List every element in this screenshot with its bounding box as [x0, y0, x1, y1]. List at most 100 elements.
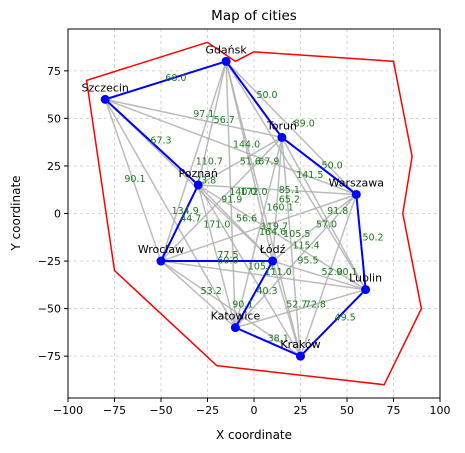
edge-line: [272, 193, 357, 262]
route-segment: [104, 98, 199, 186]
city-marker: [268, 256, 278, 266]
city-name-label: Katowice: [211, 310, 261, 323]
edge-line: [197, 184, 237, 328]
edge-distance-label: 73.8: [195, 176, 216, 187]
city-name-label: Łódź: [259, 243, 286, 256]
edge-distance-label: 164.6: [259, 227, 286, 238]
edge-line: [272, 260, 366, 291]
edge-distance-label: 90.1: [336, 267, 357, 278]
edge-line: [299, 194, 358, 357]
edge-distance-label: 40.3: [256, 286, 277, 297]
city-name-label: Wrocław: [138, 243, 184, 256]
edge-line: [225, 61, 302, 357]
edge-distance-label: 141.5: [296, 170, 323, 181]
edge-distance-label: 119.7: [261, 221, 288, 232]
city-name-label: Kraków: [280, 338, 320, 351]
x-tick-label: −100: [53, 404, 83, 417]
x-tick-label: −25: [196, 404, 219, 417]
x-tick-label: 0: [251, 404, 258, 417]
y-axis-label: Y coordinate: [9, 175, 23, 251]
edge-distance-label: 77.5: [217, 250, 238, 261]
edge-distance-label: 89.0: [294, 119, 315, 130]
route-segment: [234, 326, 301, 358]
y-tick-label: 25: [47, 160, 61, 173]
route-segment: [225, 60, 283, 139]
chart-title: Map of cities: [211, 8, 297, 24]
edge-distance-label: 44.7: [180, 214, 201, 225]
edge-distance-label: 38.1: [268, 334, 289, 345]
edge-distance-label: 115.4: [292, 240, 319, 251]
edge-distance-label: 60.0: [217, 256, 238, 267]
city-marker: [361, 285, 371, 295]
edge-line: [225, 60, 357, 196]
edge-distance-label: 171.0: [203, 219, 230, 230]
city-name-label: Warszawa: [329, 176, 384, 189]
edge-distance-label: 160.1: [266, 202, 293, 213]
y-tick-label: −25: [38, 255, 61, 268]
x-tick-label: 50: [340, 404, 354, 417]
x-tick-label: −75: [103, 404, 126, 417]
edge-line: [104, 98, 357, 196]
edge-distance-label: 134.9: [172, 206, 199, 217]
city-marker: [296, 351, 305, 361]
edge-distance-label: 50.0: [256, 90, 277, 101]
city-marker: [156, 256, 166, 266]
edge-distance-label: 72.8: [305, 299, 326, 310]
edge-distance-label: 140.0: [229, 187, 256, 198]
edge-distance-label: 105.5: [283, 229, 310, 240]
edge-line: [105, 98, 283, 139]
edge-distance-label: 144.0: [233, 140, 260, 151]
edge-line: [234, 137, 283, 328]
edge-distance-label: 172.0: [240, 187, 267, 198]
edge-distance-label: 65.2: [279, 195, 300, 206]
y-tick-label: −50: [38, 303, 61, 316]
edge-distance-label: 67.9: [258, 157, 279, 168]
edge-line: [160, 260, 366, 291]
edge-distance-label: 51.6: [240, 157, 261, 168]
city-marker: [351, 189, 361, 199]
edge-distance-label: 91.8: [327, 206, 348, 217]
edge-distance-label: 53.2: [201, 286, 222, 297]
boundary-line: [85, 41, 423, 386]
city-marker: [100, 94, 110, 104]
edge-distance-label: 67.3: [150, 136, 171, 147]
edge-distance-label: 95.5: [297, 256, 318, 267]
edge-distance-label: 49.5: [335, 313, 356, 324]
edge-distance-label: 105.1: [248, 261, 275, 272]
x-axis-label: X coordinate: [216, 428, 292, 442]
edge-distance-labels: 68.0 50.0 89.0 97.156.7 67.3 144.0 110.7 51.667…: [124, 73, 383, 345]
edge-line: [234, 193, 357, 329]
edge-line: [225, 61, 237, 328]
country-boundary: [85, 41, 423, 386]
edge-line: [271, 260, 302, 357]
edge-line: [160, 260, 301, 357]
city-name-label: Gdańsk: [205, 43, 247, 56]
edge-line: [198, 184, 357, 196]
x-tick-label: 25: [294, 404, 308, 417]
city-name-label: Szczecin: [81, 81, 128, 94]
x-tick-label: −50: [149, 404, 172, 417]
edge-distance-label: 110.7: [196, 157, 223, 168]
edge-line: [271, 137, 283, 262]
city-labels: Gdańsk Szczecin Toruń Poznań Warszawa Wrocław…: [81, 43, 384, 351]
city-marker: [193, 180, 203, 190]
edge-distance-label: 111.0: [265, 267, 292, 278]
edge-line: [104, 99, 237, 328]
edge-distance-label: 52.0: [322, 267, 343, 278]
y-axis-ticks: −75 −50 −25 0 25 50 75: [38, 65, 68, 363]
route-segment: [104, 60, 227, 101]
edge-distance-label: 68.0: [165, 73, 186, 84]
city-markers: [100, 56, 371, 361]
edge-line: [197, 184, 274, 262]
city-marker: [230, 323, 240, 333]
city-name-label: Poznań: [178, 167, 217, 180]
edge-line: [235, 288, 366, 329]
edge-distance-label: 52.7: [286, 299, 307, 310]
route-segment: [355, 194, 367, 290]
x-axis-ticks: −100 −75 −50 −25 0 25 50 75 100: [53, 398, 451, 417]
edge-distance-label: 57.0: [316, 219, 337, 230]
city-marker: [277, 132, 287, 142]
x-tick-label: 100: [430, 404, 451, 417]
edge-distance-label: 85.1: [279, 185, 300, 196]
